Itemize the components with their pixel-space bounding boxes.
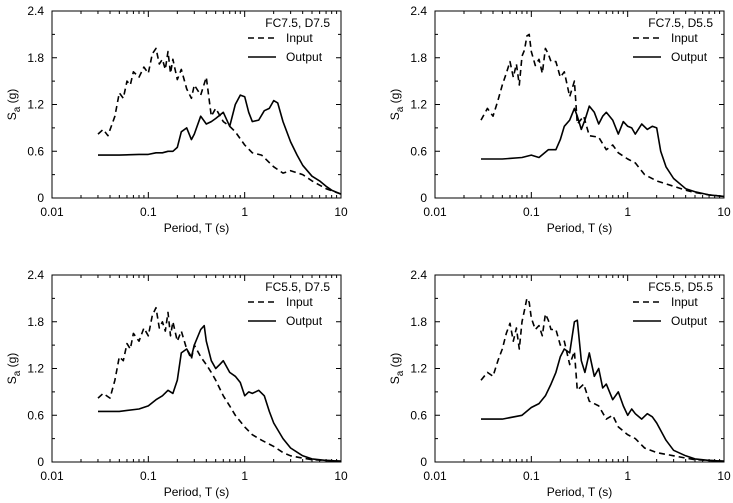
x-axis-title: Period, T (s) <box>547 221 613 235</box>
y-tick-label: 2.4 <box>27 4 44 18</box>
y-tick-label: 2.4 <box>27 268 44 282</box>
series-line-output <box>481 105 725 198</box>
y-tick-label: 0 <box>420 191 427 205</box>
x-tick-label: 1 <box>241 205 248 219</box>
y-tick-label: 0 <box>37 191 44 205</box>
y-tick-label: 1.2 <box>410 98 427 112</box>
x-tick-label: 10 <box>717 205 731 219</box>
y-axis-title: Sa (g) <box>5 353 23 385</box>
x-tick-label: 1 <box>241 469 248 483</box>
y-tick-label: 1.2 <box>410 362 427 376</box>
y-tick-label: 0 <box>420 455 427 469</box>
legend-label-output: Output <box>671 314 708 328</box>
legend-label-input: Input <box>286 295 313 309</box>
series-line-output <box>98 94 342 195</box>
x-axis-title: Period, T (s) <box>547 485 613 499</box>
x-tick-label: 0.1 <box>140 205 157 219</box>
y-axis-title: Sa (g) <box>388 89 406 121</box>
y-tick-label: 0.6 <box>410 408 427 422</box>
x-tick-label: 10 <box>334 205 348 219</box>
legend-label-input: Input <box>671 31 698 45</box>
x-tick-label: 0.01 <box>40 469 64 483</box>
series-line-input <box>480 297 725 462</box>
x-tick-label: 0.01 <box>423 469 447 483</box>
y-tick-label: 2.4 <box>410 268 427 282</box>
x-tick-label: 0.01 <box>423 205 447 219</box>
legend-label-output: Output <box>286 50 323 64</box>
series-line-input <box>97 47 342 195</box>
x-tick-label: 10 <box>717 469 731 483</box>
y-tick-label: 0.6 <box>27 144 44 158</box>
x-tick-label: 0.1 <box>523 469 540 483</box>
series-line-output <box>98 324 342 462</box>
y-axis-title: Sa (g) <box>388 353 406 385</box>
y-tick-label: 1.8 <box>27 51 44 65</box>
x-tick-label: 1 <box>624 469 631 483</box>
y-tick-label: 1.2 <box>27 362 44 376</box>
y-tick-label: 1.8 <box>410 315 427 329</box>
x-axis-title: Period, T (s) <box>164 485 230 499</box>
legend-label-input: Input <box>671 295 698 309</box>
y-tick-label: 0.6 <box>27 408 44 422</box>
x-axis-title: Period, T (s) <box>164 221 230 235</box>
x-tick-label: 10 <box>334 469 348 483</box>
legend-label-output: Output <box>286 314 323 328</box>
y-tick-label: 0 <box>37 455 44 469</box>
y-tick-label: 1.2 <box>27 98 44 112</box>
chart-panel-1: 0 0.6 1.2 1.8 2.4 0.01 0.1 1 10 Period, T (s) Sa (… <box>5 4 348 235</box>
y-tick-label: 1.8 <box>410 51 427 65</box>
x-tick-label: 1 <box>624 205 631 219</box>
chart-title: FC5.5, D7.5 <box>265 280 330 294</box>
chart-title: FC5.5, D5.5 <box>648 280 713 294</box>
x-tick-label: 0.01 <box>40 205 64 219</box>
y-axis-title: Sa (g) <box>5 89 23 121</box>
series-line-output <box>481 319 725 462</box>
x-tick-label: 0.1 <box>140 469 157 483</box>
y-tick-label: 2.4 <box>410 4 427 18</box>
chart-panel-3: 0 0.6 1.2 1.8 2.4 0.01 0.1 1 10 Period, T (s) Sa (… <box>5 268 348 499</box>
y-tick-label: 0.6 <box>410 144 427 158</box>
chart-title: FC7.5, D5.5 <box>648 16 713 30</box>
series-line-input <box>480 33 725 198</box>
chart-panel-4: 0 0.6 1.2 1.8 2.4 0.01 0.1 1 10 Period, T (s) Sa (… <box>388 268 731 499</box>
legend-label-output: Output <box>671 50 708 64</box>
y-tick-label: 1.8 <box>27 315 44 329</box>
x-tick-label: 0.1 <box>523 205 540 219</box>
legend-label-input: Input <box>286 31 313 45</box>
chart-panel-2: 0 0.6 1.2 1.8 2.4 0.01 0.1 1 10 Period, T (s) Sa (… <box>388 4 731 235</box>
series-line-input <box>97 306 342 462</box>
chart-title: FC7.5, D7.5 <box>265 16 330 30</box>
